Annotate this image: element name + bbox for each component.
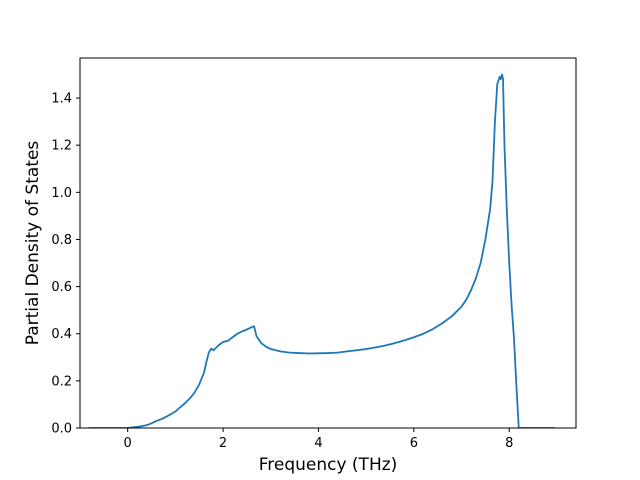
y-tick-label: 0.2 [51, 374, 72, 389]
axes-frame [79, 57, 577, 429]
axis-ticks: 0 2 4 6 8 0.0 0.2 0.4 0.6 0.8 1.0 1.2 1.4 [51, 92, 513, 451]
x-tick-label: 0 [124, 436, 132, 451]
y-tick-label: 1.4 [51, 92, 72, 107]
x-axis-label: Frequency (THz) [259, 455, 398, 475]
plot-area [88, 73, 556, 428]
y-tick-label: 0.8 [51, 233, 72, 248]
x-tick-label: 8 [505, 436, 513, 451]
y-tick-label: 0.4 [51, 327, 72, 342]
x-tick-label: 6 [410, 436, 418, 451]
y-tick-label: 1.2 [51, 139, 72, 154]
y-tick-label: 1.0 [51, 186, 72, 201]
y-tick-label: 0.6 [51, 280, 72, 295]
x-tick-label: 4 [314, 436, 322, 451]
y-tick-label: 0.0 [51, 422, 72, 437]
series-line-0 [88, 73, 556, 428]
x-tick-label: 2 [219, 436, 227, 451]
y-axis-label: Partial Density of States [23, 141, 43, 346]
